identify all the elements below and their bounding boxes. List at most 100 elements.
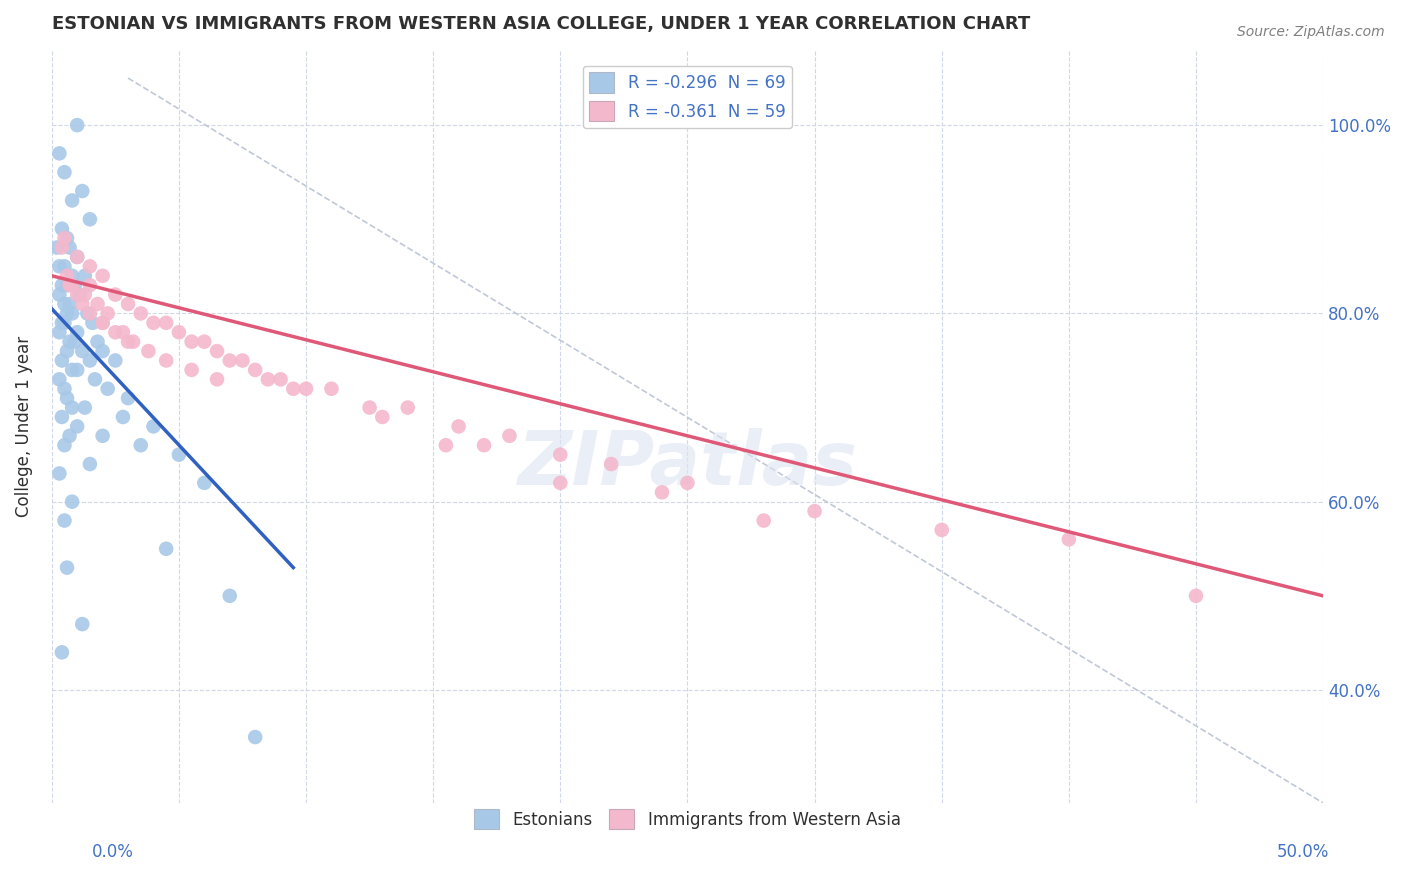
Point xyxy=(321,382,343,396)
Point xyxy=(193,334,215,349)
Point xyxy=(91,429,114,443)
Y-axis label: College, Under 1 year: College, Under 1 year xyxy=(15,335,32,517)
Point xyxy=(63,334,86,349)
Point xyxy=(651,485,673,500)
Point xyxy=(447,419,470,434)
Point xyxy=(60,306,83,320)
Point xyxy=(752,514,775,528)
Point xyxy=(69,287,91,301)
Point xyxy=(66,250,89,264)
Text: 0.0%: 0.0% xyxy=(91,843,134,861)
Point xyxy=(48,260,70,274)
Point xyxy=(56,344,79,359)
Point xyxy=(48,146,70,161)
Point xyxy=(270,372,292,386)
Point xyxy=(550,475,572,490)
Point xyxy=(218,589,240,603)
Point xyxy=(84,372,107,386)
Point xyxy=(472,438,495,452)
Point xyxy=(56,268,79,283)
Point xyxy=(79,306,101,320)
Point xyxy=(600,457,623,471)
Point xyxy=(167,448,190,462)
Point xyxy=(66,325,89,339)
Point xyxy=(53,438,76,452)
Point xyxy=(76,306,98,320)
Point xyxy=(257,372,280,386)
Point xyxy=(86,334,108,349)
Point xyxy=(97,382,120,396)
Point xyxy=(180,363,202,377)
Point xyxy=(45,240,67,254)
Point xyxy=(218,353,240,368)
Point xyxy=(180,334,202,349)
Point xyxy=(60,194,83,208)
Point xyxy=(931,523,953,537)
Point xyxy=(48,325,70,339)
Point xyxy=(117,297,139,311)
Point xyxy=(51,645,73,659)
Point xyxy=(295,382,318,396)
Point xyxy=(79,457,101,471)
Point xyxy=(1057,533,1080,547)
Point xyxy=(72,184,94,198)
Point xyxy=(104,353,127,368)
Point xyxy=(73,401,96,415)
Point xyxy=(91,316,114,330)
Point xyxy=(53,316,76,330)
Point xyxy=(122,334,145,349)
Point xyxy=(97,306,120,320)
Point xyxy=(48,372,70,386)
Text: 50.0%: 50.0% xyxy=(1277,843,1329,861)
Point xyxy=(58,334,80,349)
Point xyxy=(111,409,134,424)
Point xyxy=(79,353,101,368)
Point xyxy=(371,409,394,424)
Point xyxy=(63,278,86,293)
Point xyxy=(111,325,134,339)
Text: ZIPatlas: ZIPatlas xyxy=(517,427,858,500)
Point xyxy=(72,297,94,311)
Point xyxy=(48,467,70,481)
Text: Source: ZipAtlas.com: Source: ZipAtlas.com xyxy=(1237,25,1385,39)
Point xyxy=(79,260,101,274)
Point xyxy=(53,382,76,396)
Point xyxy=(129,306,152,320)
Point xyxy=(53,514,76,528)
Point xyxy=(58,240,80,254)
Point xyxy=(205,372,228,386)
Point xyxy=(155,353,177,368)
Point xyxy=(434,438,457,452)
Point xyxy=(51,221,73,235)
Point xyxy=(60,268,83,283)
Point xyxy=(66,419,89,434)
Legend: Estonians, Immigrants from Western Asia: Estonians, Immigrants from Western Asia xyxy=(467,803,907,836)
Point xyxy=(72,617,94,632)
Point xyxy=(66,363,89,377)
Point xyxy=(58,297,80,311)
Point xyxy=(53,165,76,179)
Point xyxy=(60,494,83,508)
Point xyxy=(86,297,108,311)
Point xyxy=(66,118,89,132)
Point xyxy=(79,212,101,227)
Point xyxy=(138,344,160,359)
Point xyxy=(53,231,76,245)
Point xyxy=(56,560,79,574)
Point xyxy=(91,268,114,283)
Point xyxy=(60,363,83,377)
Point xyxy=(56,306,79,320)
Point xyxy=(56,231,79,245)
Point xyxy=(142,316,165,330)
Point xyxy=(155,316,177,330)
Point xyxy=(51,409,73,424)
Point xyxy=(72,344,94,359)
Point xyxy=(205,344,228,359)
Point xyxy=(359,401,381,415)
Point xyxy=(104,325,127,339)
Text: ESTONIAN VS IMMIGRANTS FROM WESTERN ASIA COLLEGE, UNDER 1 YEAR CORRELATION CHART: ESTONIAN VS IMMIGRANTS FROM WESTERN ASIA… xyxy=(52,15,1031,33)
Point xyxy=(53,260,76,274)
Point xyxy=(66,287,89,301)
Point xyxy=(51,353,73,368)
Point xyxy=(498,429,520,443)
